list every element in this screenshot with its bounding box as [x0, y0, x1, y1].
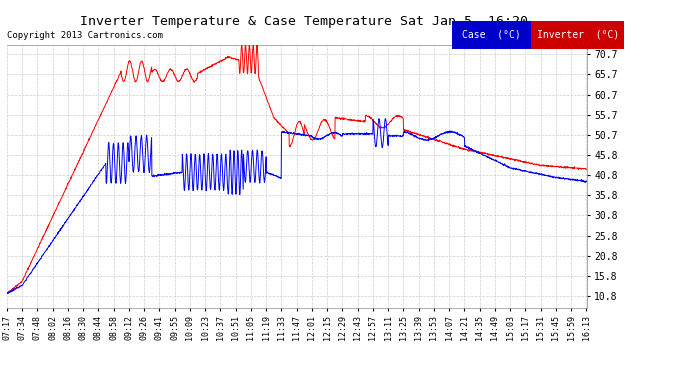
Text: Copyright 2013 Cartronics.com: Copyright 2013 Cartronics.com [7, 31, 163, 40]
Text: Inverter Temperature & Case Temperature Sat Jan 5  16:20: Inverter Temperature & Case Temperature … [79, 15, 528, 28]
Text: Inverter  (°C): Inverter (°C) [537, 30, 619, 40]
Text: Case  (°C): Case (°C) [462, 30, 521, 40]
